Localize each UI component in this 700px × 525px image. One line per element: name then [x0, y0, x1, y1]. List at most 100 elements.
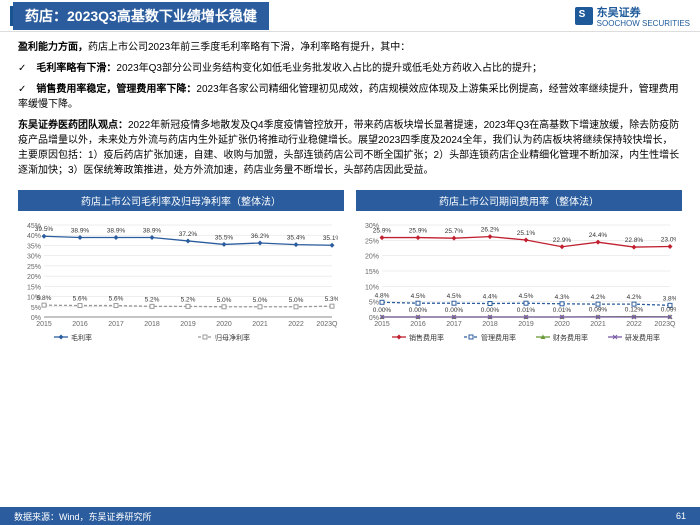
svg-text:4.5%: 4.5% [447, 293, 462, 300]
svg-text:38.9%: 38.9% [143, 227, 162, 234]
svg-text:35%: 35% [27, 243, 41, 250]
svg-text:5%: 5% [369, 300, 379, 307]
svg-text:25.9%: 25.9% [373, 228, 392, 235]
svg-text:5.2%: 5.2% [145, 296, 160, 303]
svg-text:5%: 5% [31, 305, 41, 312]
svg-text:2015: 2015 [36, 321, 52, 328]
svg-text:5.0%: 5.0% [253, 297, 268, 304]
svg-text:22.9%: 22.9% [553, 237, 572, 244]
chart2-svg: 0%5%10%15%20%25%30%201520162017201820192… [356, 215, 676, 345]
svg-text:4.5%: 4.5% [519, 293, 534, 300]
b2-lead: 销售费用率稳定，管理费用率下降： [36, 84, 196, 95]
svg-text:30%: 30% [27, 254, 41, 261]
svg-text:25.1%: 25.1% [517, 230, 536, 237]
svg-text:3.8%: 3.8% [663, 295, 676, 302]
svg-text:23.0%: 23.0% [661, 236, 676, 243]
chart-right: 药店上市公司期间费用率（整体法） 0%5%10%15%20%25%30%2015… [356, 190, 682, 345]
svg-text:财务费用率: 财务费用率 [553, 333, 588, 342]
svg-text:5.6%: 5.6% [109, 296, 124, 303]
b1-lead: 毛利率略有下滑： [36, 63, 116, 74]
p1-lead: 盈利能力方面， [18, 42, 88, 53]
svg-text:2021: 2021 [252, 321, 268, 328]
logo-en: SOOCHOW SECURITIES [597, 20, 690, 28]
svg-text:4.2%: 4.2% [591, 294, 606, 301]
svg-text:归母净利率: 归母净利率 [215, 333, 250, 342]
svg-text:2015: 2015 [374, 321, 390, 328]
svg-text:36.2%: 36.2% [251, 233, 270, 240]
svg-text:5.6%: 5.6% [73, 296, 88, 303]
svg-text:2018: 2018 [144, 321, 160, 328]
svg-text:25.9%: 25.9% [409, 228, 428, 235]
charts-row: 药店上市公司毛利率及归母净利率（整体法） 0%5%10%15%20%25%30%… [0, 184, 700, 345]
svg-text:0.01%: 0.01% [553, 307, 572, 314]
svg-text:2018: 2018 [482, 321, 498, 328]
svg-text:25%: 25% [365, 238, 379, 245]
svg-text:4.3%: 4.3% [555, 294, 570, 301]
para-2: 东吴证券医药团队观点：2022年新冠疫情多地散发及Q4季度疫情管控放开，带来药店… [18, 118, 682, 178]
svg-text:2023Q1-3: 2023Q1-3 [316, 321, 338, 328]
svg-text:0.12%: 0.12% [625, 307, 644, 314]
svg-text:2017: 2017 [108, 321, 124, 328]
svg-text:0.09%: 0.09% [589, 307, 608, 314]
svg-text:0.01%: 0.01% [517, 307, 536, 314]
svg-text:15%: 15% [365, 269, 379, 276]
footer-bar: 数据来源：Wind，东吴证券研究所 61 [0, 507, 700, 525]
page-title: 药店：2023Q3高基数下业绩增长稳健 [13, 2, 269, 30]
svg-text:2022: 2022 [626, 321, 642, 328]
svg-text:2019: 2019 [518, 321, 534, 328]
svg-text:2020: 2020 [216, 321, 232, 328]
check-icon: ✓ [18, 84, 36, 95]
footer-page: 61 [676, 511, 686, 521]
svg-text:2016: 2016 [410, 321, 426, 328]
svg-text:0.00%: 0.00% [409, 307, 428, 314]
svg-text:0.09%: 0.09% [661, 307, 676, 314]
bullet-1: ✓ 毛利率略有下滑：2023年Q3部分公司业务结构变化如低毛业务批发收入占比的提… [18, 61, 682, 76]
svg-text:4.2%: 4.2% [627, 294, 642, 301]
p1-rest: 药店上市公司2023年前三季度毛利率略有下滑，净利率略有提升，其中： [88, 42, 410, 53]
svg-text:26.2%: 26.2% [481, 227, 500, 234]
svg-text:24.4%: 24.4% [589, 232, 608, 239]
svg-text:4.5%: 4.5% [411, 293, 426, 300]
svg-text:38.9%: 38.9% [71, 227, 90, 234]
footer-source: 数据来源：Wind，东吴证券研究所 [14, 510, 152, 523]
chart2-title: 药店上市公司期间费用率（整体法） [356, 190, 682, 211]
svg-text:5.0%: 5.0% [289, 297, 304, 304]
chart1-svg: 0%5%10%15%20%25%30%35%40%45%201520162017… [18, 215, 338, 345]
svg-text:39.5%: 39.5% [35, 226, 54, 233]
svg-text:2016: 2016 [72, 321, 88, 328]
check-icon: ✓ [18, 63, 36, 74]
svg-text:15%: 15% [27, 284, 41, 291]
svg-text:2017: 2017 [446, 321, 462, 328]
svg-text:销售费用率: 销售费用率 [409, 333, 444, 342]
para-1: 盈利能力方面，药店上市公司2023年前三季度毛利率略有下滑，净利率略有提升，其中… [18, 40, 682, 55]
svg-text:5.3%: 5.3% [325, 296, 338, 303]
svg-text:35.1%: 35.1% [323, 235, 338, 242]
body-text: 盈利能力方面，药店上市公司2023年前三季度毛利率略有下滑，净利率略有提升，其中… [0, 32, 700, 178]
svg-text:2022: 2022 [288, 321, 304, 328]
svg-text:0.00%: 0.00% [445, 307, 464, 314]
svg-text:25%: 25% [27, 264, 41, 271]
svg-text:22.8%: 22.8% [625, 237, 644, 244]
svg-text:20%: 20% [27, 274, 41, 281]
svg-text:研发费用率: 研发费用率 [625, 333, 660, 342]
chart1-area: 0%5%10%15%20%25%30%35%40%45%201520162017… [18, 215, 344, 345]
bullet-2: ✓ 销售费用率稳定，管理费用率下降：2023年各家公司精细化管理初见成效，药店规… [18, 82, 682, 112]
logo-icon [575, 7, 593, 25]
title-bar: 药店：2023Q3高基数下业绩增长稳健 [10, 2, 269, 30]
b1-rest: 2023年Q3部分公司业务结构变化如低毛业务批发收入占比的提升或低毛处方药收入占… [116, 63, 542, 74]
svg-text:0.00%: 0.00% [481, 307, 500, 314]
svg-text:37.2%: 37.2% [179, 231, 198, 238]
header-bar: 药店：2023Q3高基数下业绩增长稳健 东吴证券 SOOCHOW SECURIT… [0, 0, 700, 32]
chart-left: 药店上市公司毛利率及归母净利率（整体法） 0%5%10%15%20%25%30%… [18, 190, 344, 345]
chart2-area: 0%5%10%15%20%25%30%201520162017201820192… [356, 215, 682, 345]
svg-text:2023Q1-3: 2023Q1-3 [654, 321, 676, 328]
svg-text:5.8%: 5.8% [37, 295, 52, 302]
svg-text:5.2%: 5.2% [181, 296, 196, 303]
svg-text:2019: 2019 [180, 321, 196, 328]
svg-text:5.0%: 5.0% [217, 297, 232, 304]
svg-text:10%: 10% [365, 284, 379, 291]
svg-text:2021: 2021 [590, 321, 606, 328]
svg-text:毛利率: 毛利率 [71, 333, 92, 342]
svg-text:20%: 20% [365, 254, 379, 261]
p2-lead: 东吴证券医药团队观点： [18, 120, 128, 131]
